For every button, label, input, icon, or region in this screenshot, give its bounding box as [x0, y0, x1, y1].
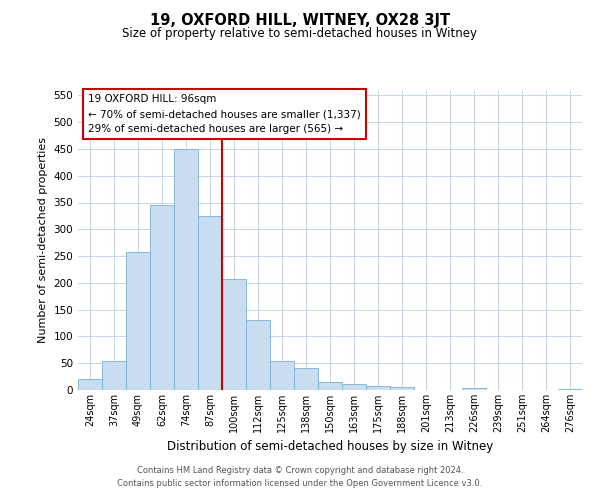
- Bar: [246, 320, 270, 390]
- Bar: [174, 149, 198, 390]
- Bar: [390, 388, 414, 390]
- Y-axis label: Number of semi-detached properties: Number of semi-detached properties: [38, 137, 48, 343]
- Text: Contains HM Land Registry data © Crown copyright and database right 2024.
Contai: Contains HM Land Registry data © Crown c…: [118, 466, 482, 487]
- Bar: [222, 278, 246, 390]
- Bar: [366, 386, 390, 390]
- Text: 19 OXFORD HILL: 96sqm
← 70% of semi-detached houses are smaller (1,337)
29% of s: 19 OXFORD HILL: 96sqm ← 70% of semi-deta…: [88, 94, 361, 134]
- Text: Size of property relative to semi-detached houses in Witney: Size of property relative to semi-detach…: [122, 28, 478, 40]
- Bar: [126, 252, 150, 390]
- Bar: [294, 368, 318, 390]
- Bar: [150, 205, 174, 390]
- Bar: [198, 216, 222, 390]
- Bar: [102, 360, 126, 390]
- Text: 19, OXFORD HILL, WITNEY, OX28 3JT: 19, OXFORD HILL, WITNEY, OX28 3JT: [150, 12, 450, 28]
- X-axis label: Distribution of semi-detached houses by size in Witney: Distribution of semi-detached houses by …: [167, 440, 493, 454]
- Bar: [78, 380, 102, 390]
- Bar: [270, 360, 294, 390]
- Bar: [558, 389, 582, 390]
- Bar: [318, 382, 342, 390]
- Bar: [462, 388, 486, 390]
- Bar: [342, 384, 366, 390]
